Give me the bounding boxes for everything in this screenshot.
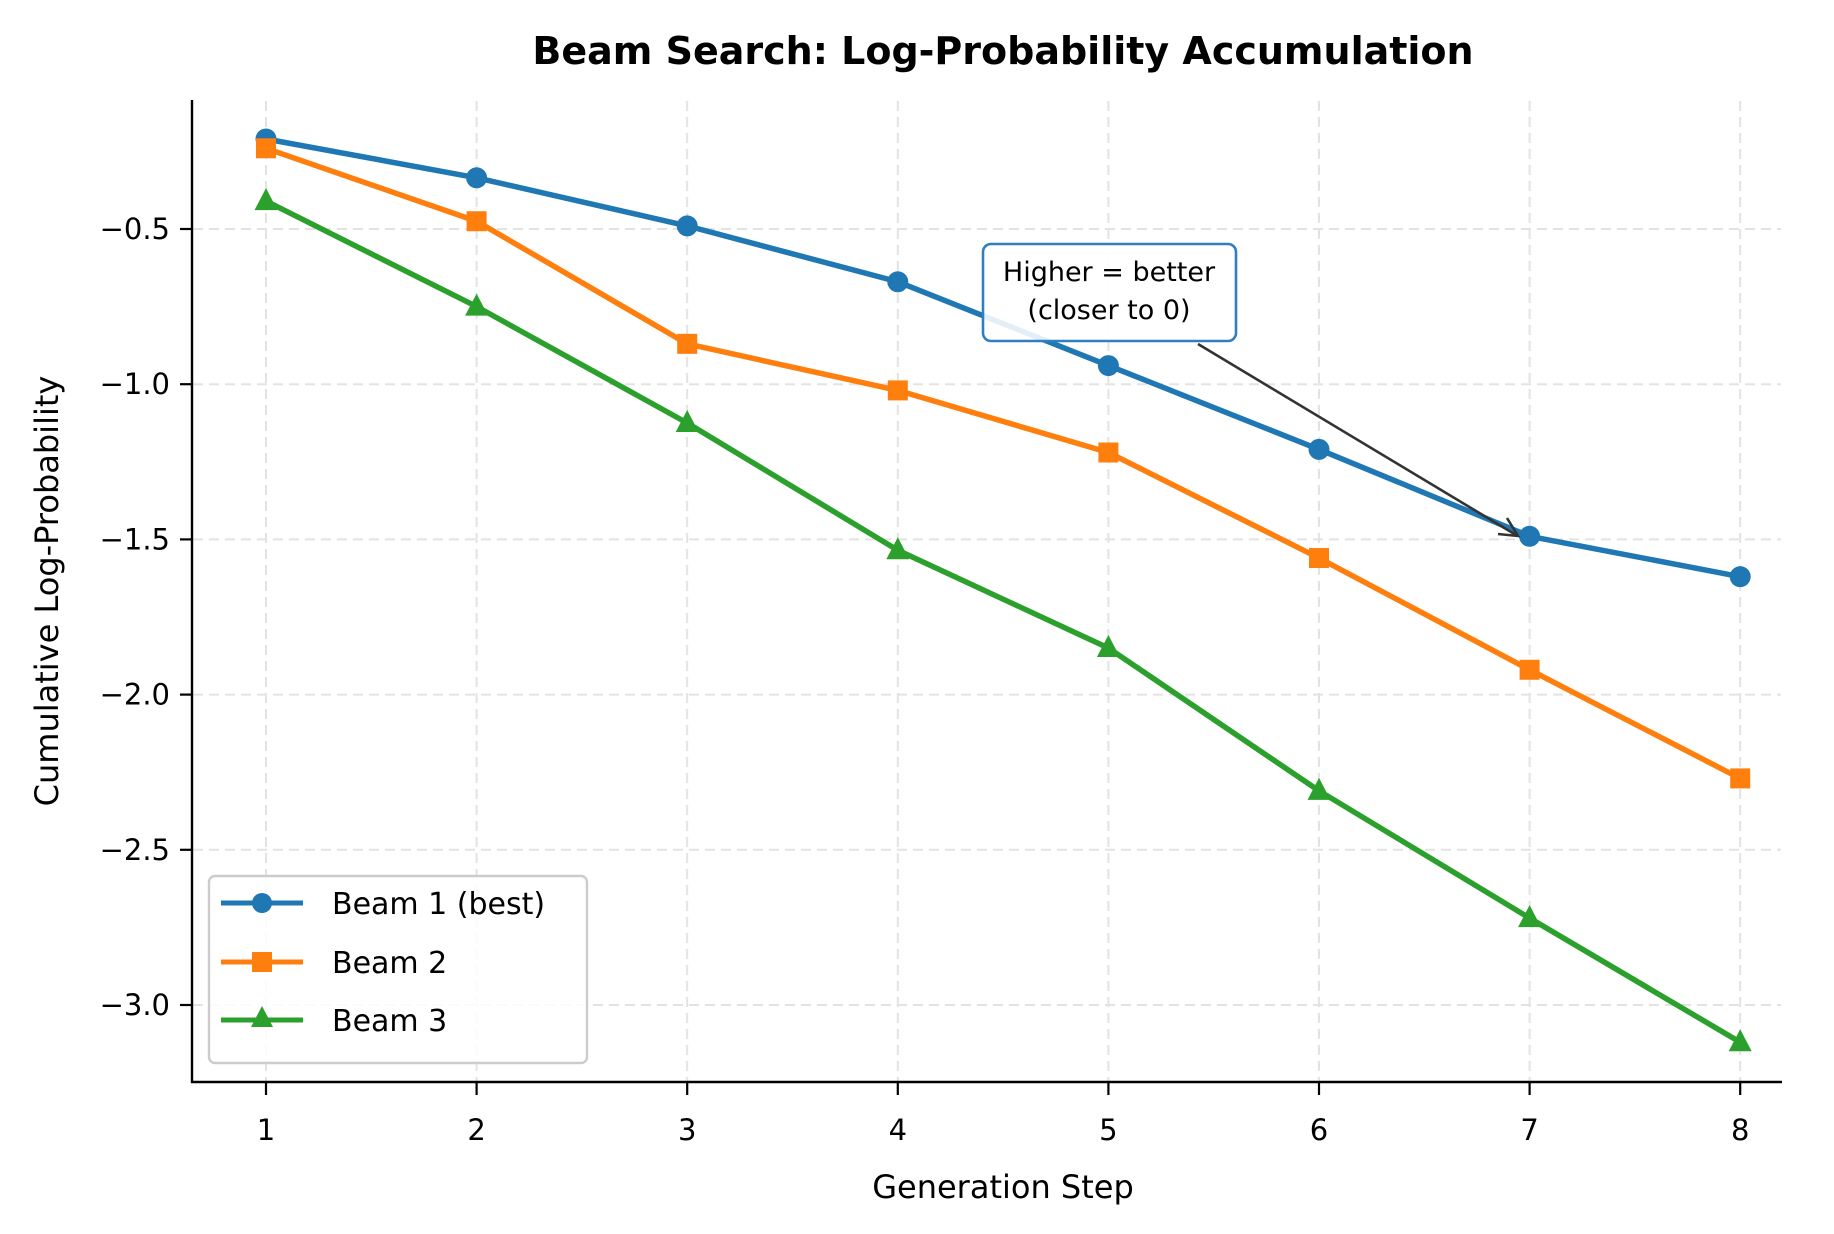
triangle-marker-icon xyxy=(465,293,489,316)
triangle-marker-icon xyxy=(1728,1029,1752,1052)
circle-marker-icon xyxy=(466,167,488,189)
chart-title: Beam Search: Log-Probability Accumulatio… xyxy=(532,29,1473,73)
circle-marker-icon xyxy=(252,893,272,913)
legend-label-beam-3: Beam 3 xyxy=(332,1004,447,1039)
series-beam-1 xyxy=(255,128,1751,588)
circle-marker-icon xyxy=(1729,566,1751,588)
circle-marker-icon xyxy=(1308,438,1330,460)
square-marker-icon xyxy=(252,952,272,972)
triangle-marker-icon xyxy=(886,537,910,560)
annotation-box xyxy=(981,242,1238,343)
square-marker-icon xyxy=(1309,548,1329,569)
triangle-marker-icon xyxy=(1307,777,1331,800)
x-axis-label: Generation Step xyxy=(872,1168,1134,1206)
circle-marker-icon xyxy=(1097,355,1119,377)
triangle-marker-icon xyxy=(675,410,699,432)
annotation: Higher = better (closer to 0) xyxy=(981,242,1521,538)
series-line xyxy=(265,136,1741,580)
series-line xyxy=(265,145,1742,781)
circle-marker-icon xyxy=(1519,525,1541,547)
x-tick-label: 4 xyxy=(889,1113,907,1147)
legend-item-beam-1: Beam 1 (best) xyxy=(221,887,545,922)
legend: Beam 1 (best) Beam 2 Beam 3 xyxy=(207,874,589,1065)
square-marker-icon xyxy=(887,380,908,401)
x-tick-label: 1 xyxy=(257,1113,275,1147)
annotation-line-2: (closer to 0) xyxy=(1027,295,1190,326)
triangle-marker-icon xyxy=(1518,905,1542,928)
legend-label-beam-1: Beam 1 (best) xyxy=(332,887,545,922)
y-axis-ticks: −0.5 −1.0 −1.5 −2.0 −2.5 −3.0 xyxy=(100,212,192,1022)
legend-item-beam-2: Beam 2 xyxy=(221,946,447,981)
square-marker-icon xyxy=(1730,768,1751,789)
y-tick-label: −1.5 xyxy=(100,522,170,556)
axes xyxy=(190,100,1782,1084)
square-marker-icon xyxy=(466,211,487,232)
circle-marker-icon xyxy=(676,215,698,237)
y-tick-label: −2.0 xyxy=(100,678,170,712)
series-beam-2 xyxy=(256,138,1751,789)
y-tick-label: −2.5 xyxy=(100,833,170,867)
square-marker-icon xyxy=(1519,659,1540,680)
x-axis-ticks: 1 2 3 4 5 6 7 8 xyxy=(257,1083,1749,1147)
x-tick-label: 7 xyxy=(1520,1113,1538,1147)
triangle-marker-icon xyxy=(1096,635,1120,658)
legend-box xyxy=(207,874,589,1065)
series-line xyxy=(264,198,1742,1045)
x-tick-label: 5 xyxy=(1099,1113,1117,1147)
legend-item-beam-3: Beam 3 xyxy=(221,1004,447,1039)
square-marker-icon xyxy=(677,333,698,354)
square-marker-icon xyxy=(256,138,276,159)
annotation-arrow xyxy=(1197,342,1517,537)
x-tick-label: 6 xyxy=(1310,1113,1328,1147)
y-tick-label: −3.0 xyxy=(100,988,170,1022)
x-tick-label: 2 xyxy=(467,1113,485,1147)
triangle-marker-icon xyxy=(254,188,278,211)
y-tick-label: −0.5 xyxy=(100,212,170,246)
square-marker-icon xyxy=(1098,442,1119,463)
annotation-line-1: Higher = better xyxy=(1003,257,1216,288)
x-tick-label: 8 xyxy=(1731,1113,1749,1147)
legend-label-beam-2: Beam 2 xyxy=(332,946,447,981)
circle-marker-icon xyxy=(887,271,909,293)
y-axis-label: Cumulative Log-Probability xyxy=(28,376,66,807)
series-beam-3 xyxy=(254,188,1752,1052)
triangle-marker-icon xyxy=(251,1006,273,1027)
arrowhead-icon xyxy=(1497,517,1521,538)
x-tick-label: 3 xyxy=(678,1113,696,1147)
y-tick-label: −1.0 xyxy=(100,367,170,401)
